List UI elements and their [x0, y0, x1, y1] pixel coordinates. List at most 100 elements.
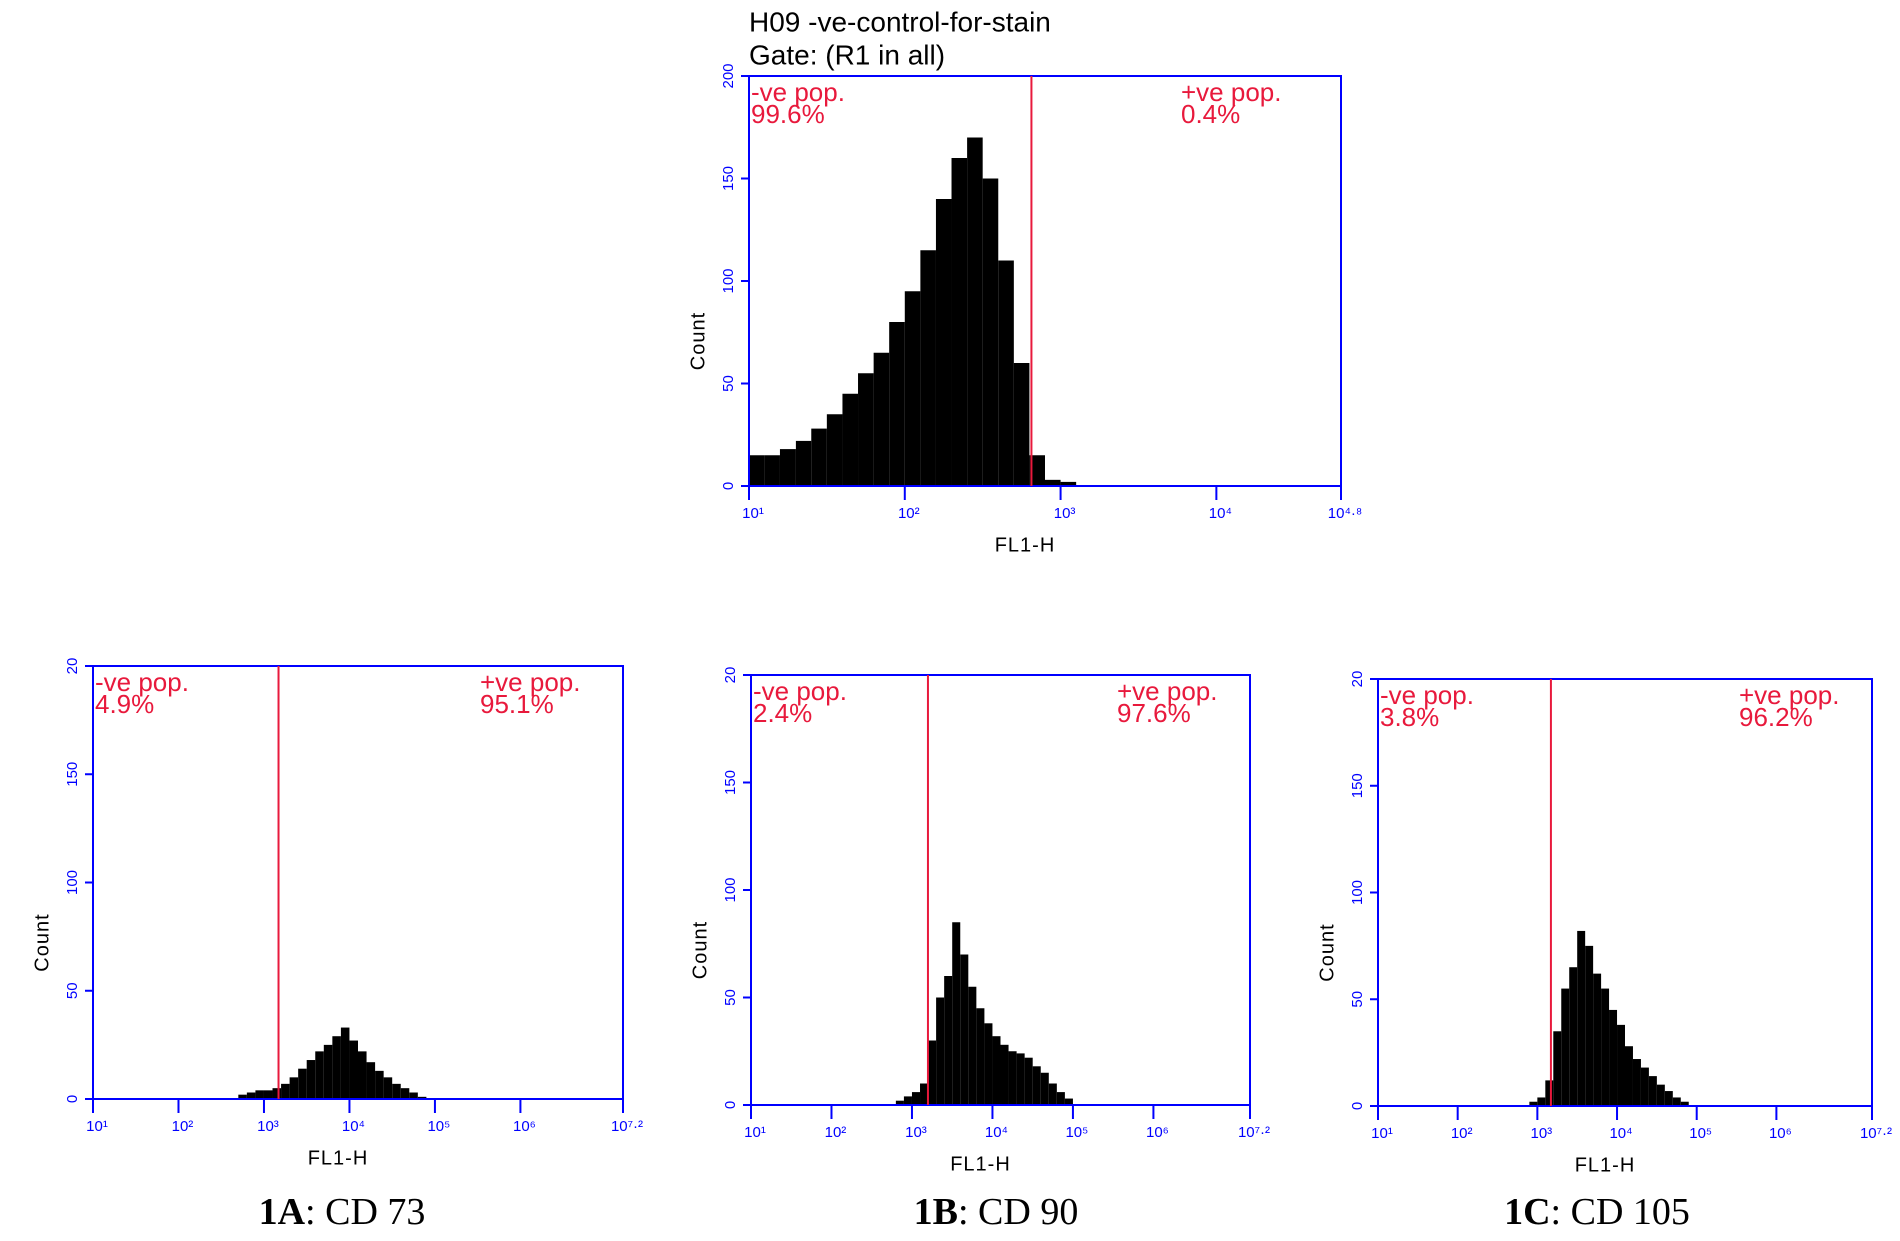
x-axis-label: FL1-H [995, 534, 1056, 556]
bar [1632, 1059, 1641, 1106]
y-tick-label: 100 [722, 877, 739, 902]
bar [1609, 1009, 1618, 1106]
y-tick-label: 50 [64, 982, 81, 999]
bar [1008, 1051, 1017, 1105]
y-tick-label: 200 [720, 63, 737, 88]
x-axis-label: FL1-H [1575, 1154, 1636, 1176]
bar [417, 1096, 427, 1099]
y-axis-label: Count [31, 913, 53, 971]
x-tick-label: 10⁵ [1689, 1125, 1712, 1142]
y-tick-label: 150 [64, 762, 81, 787]
gate-annotation: 99.6% [751, 99, 825, 129]
x-tick-label: 10³ [905, 1124, 927, 1141]
bar [764, 455, 780, 486]
bar [920, 250, 936, 486]
caption-id: 1B [914, 1191, 958, 1233]
bar [1593, 973, 1602, 1106]
y-tick-label: 20 [722, 667, 739, 684]
gate-annotation: -ve pop. [95, 667, 189, 697]
bar [1648, 1076, 1657, 1106]
bar [1656, 1084, 1665, 1106]
bar [911, 1092, 921, 1105]
bar [1585, 945, 1594, 1106]
bar [1060, 481, 1077, 486]
gate-annotation: 2.4% [753, 698, 812, 728]
gate-annotation: +ve pop. [1117, 676, 1217, 706]
bar [255, 1090, 264, 1099]
bar [392, 1083, 401, 1099]
bar [895, 1100, 904, 1105]
bar [1016, 1053, 1025, 1105]
bar [306, 1060, 316, 1099]
bar [920, 1083, 929, 1105]
caption-id: 1A [259, 1191, 306, 1233]
gate-annotation: 3.8% [1380, 702, 1439, 732]
y-tick-label: 0 [720, 482, 737, 490]
gate-annotation: +ve pop. [1181, 77, 1281, 107]
bar [272, 1088, 282, 1099]
x-axis-label: FL1-H [950, 1153, 1011, 1175]
x-tick-label: 10⁵ [427, 1118, 450, 1135]
x-tick-label: 10⁵ [1065, 1124, 1088, 1141]
x-tick-label: 10⁴ [342, 1118, 365, 1135]
bar [1044, 479, 1061, 486]
x-tick-label: 10² [825, 1124, 847, 1141]
gate-annotation: +ve pop. [480, 667, 580, 697]
gate-annotation: 4.9% [95, 689, 154, 719]
bar [366, 1062, 376, 1099]
y-tick-label: 150 [720, 166, 737, 191]
bar [1529, 1101, 1538, 1106]
bar [1680, 1101, 1689, 1106]
y-tick-label: 100 [1349, 880, 1366, 905]
bar [1537, 1097, 1546, 1106]
bar [1625, 1046, 1633, 1106]
bar [1640, 1067, 1649, 1106]
bar [984, 1023, 993, 1105]
bar [281, 1083, 290, 1099]
y-tick-label: 50 [720, 375, 737, 392]
bar [1577, 930, 1586, 1106]
y-tick-label: 100 [64, 870, 81, 895]
bar [928, 1040, 937, 1105]
bar [976, 1008, 985, 1105]
bar [826, 414, 843, 486]
plot-frame [92, 665, 624, 1100]
gate-annotation: 97.6% [1117, 698, 1191, 728]
x-tick-label: 10² [172, 1118, 194, 1135]
gate-annotation: -ve pop. [1380, 680, 1474, 710]
bar [749, 455, 765, 486]
gate-annotation: +ve pop. [1739, 680, 1839, 710]
bar [968, 986, 977, 1105]
bar [944, 976, 953, 1105]
bar [246, 1092, 256, 1099]
y-axis-label: Count [1316, 923, 1338, 981]
bar [409, 1092, 418, 1099]
x-tick-label: 10⁴ [1609, 1125, 1632, 1142]
x-axis-label: FL1-H [308, 1147, 369, 1169]
x-tick-label: 10³ [1531, 1125, 1553, 1142]
bar [935, 199, 952, 486]
y-tick-label: 50 [1349, 991, 1366, 1008]
caption-text: : CD 90 [958, 1191, 1078, 1233]
gate-annotation: 96.2% [1739, 702, 1813, 732]
x-tick-label: 10¹ [86, 1118, 108, 1135]
y-axis-label: Count [689, 921, 711, 979]
bar [960, 954, 969, 1105]
x-tick-label: 10⁶ [513, 1118, 536, 1135]
y-tick-label: 100 [720, 268, 737, 293]
gate-annotation: -ve pop. [751, 77, 845, 107]
bar [1064, 1098, 1073, 1105]
bar [1056, 1092, 1065, 1105]
gate-annotation: 0.4% [1181, 99, 1240, 129]
caption: 1C: CD 105 [1504, 1191, 1690, 1233]
x-tick-label: 10³ [257, 1118, 279, 1135]
bar [1561, 988, 1570, 1106]
bar [1032, 1066, 1041, 1105]
x-tick-label: 10⁴·⁸ [1328, 505, 1362, 522]
bar [811, 428, 827, 486]
bar [795, 440, 812, 486]
x-tick-label: 10⁶ [1146, 1124, 1169, 1141]
y-tick-label: 0 [64, 1095, 81, 1103]
bar [992, 1036, 1001, 1105]
